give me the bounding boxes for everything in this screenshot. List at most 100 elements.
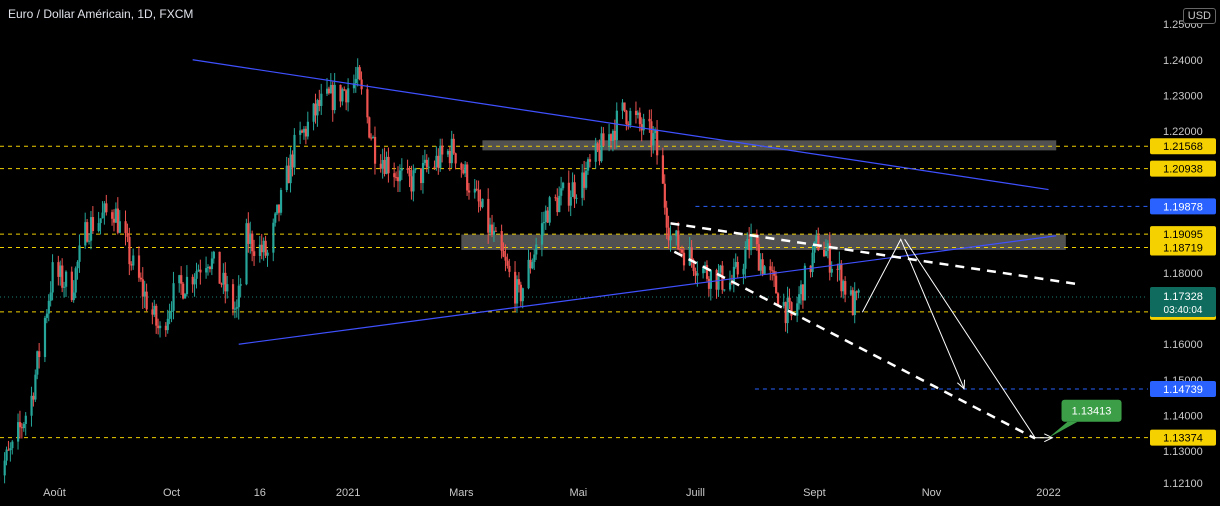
- candle-body: [838, 263, 841, 270]
- candle-body: [548, 197, 551, 223]
- candle-body: [20, 427, 24, 429]
- candle-body: [748, 239, 751, 251]
- candle-body: [696, 273, 699, 276]
- candle-body: [153, 305, 156, 315]
- candle-body: [11, 441, 14, 449]
- candle-body: [690, 247, 693, 260]
- candle-body: [195, 271, 198, 279]
- candle-body: [320, 93, 323, 106]
- candle-body: [801, 284, 805, 301]
- candle-body: [826, 243, 830, 251]
- callout-box: [1061, 399, 1122, 422]
- candle-body: [567, 182, 570, 206]
- candle-body: [360, 79, 363, 90]
- candle-body: [487, 198, 490, 233]
- candle-body: [36, 351, 39, 375]
- candle-body: [437, 155, 440, 168]
- candle-body: [247, 223, 250, 244]
- candle-body: [249, 233, 252, 244]
- candle-body: [264, 240, 267, 256]
- candle-body: [49, 292, 52, 301]
- candle-body: [681, 249, 684, 253]
- candle-body: [159, 325, 162, 329]
- candle-body: [224, 272, 227, 292]
- price-labels: 1.13413 1.21568 1.20938 1.19878 1.19095 1.187…: [1048, 138, 1216, 446]
- candle-body: [291, 154, 294, 168]
- candle-body: [558, 195, 561, 213]
- candle-body: [562, 182, 565, 189]
- candle-body: [600, 133, 603, 162]
- current-price-tag: [1150, 287, 1216, 318]
- candle-body: [786, 297, 789, 324]
- candle-body: [857, 290, 860, 293]
- callout-label: 1.13413: [1072, 406, 1112, 418]
- candle-body: [34, 374, 37, 400]
- candle-body: [790, 302, 793, 316]
- candle-body: [235, 307, 238, 309]
- level-price-text: 1.14739: [1163, 384, 1203, 396]
- level-price-tag: [1150, 160, 1216, 177]
- level-price-text: 1.20938: [1163, 164, 1203, 176]
- candle-body: [182, 283, 185, 299]
- level-price-tag: [1150, 239, 1216, 256]
- candle-body: [439, 145, 442, 168]
- level-price-text: 1.13374: [1163, 433, 1203, 445]
- candle-body: [629, 110, 632, 126]
- candle-body: [473, 188, 476, 193]
- candle-body: [719, 265, 722, 273]
- candle-body: [602, 133, 605, 146]
- candle-body: [408, 170, 411, 177]
- candle-body: [771, 270, 774, 272]
- candle-body: [272, 222, 275, 253]
- candle-body: [316, 100, 319, 116]
- x-tick-label: Oct: [163, 487, 180, 499]
- candle-body: [596, 143, 599, 150]
- candle-body: [475, 188, 478, 190]
- candle-body: [137, 255, 141, 278]
- callout-pointer: [1048, 421, 1078, 438]
- candle-body: [613, 130, 617, 141]
- y-tick-label: 1.12100: [1163, 478, 1203, 490]
- candle-body: [715, 270, 718, 290]
- candle-body: [746, 239, 749, 250]
- level-price-tag: [1150, 226, 1216, 243]
- candle-body: [585, 170, 588, 188]
- candle-body: [648, 118, 651, 122]
- level-price-tag: [1150, 429, 1216, 446]
- candle-body: [222, 272, 225, 285]
- candle-body: [88, 240, 91, 242]
- candle-body: [304, 128, 308, 137]
- candle-body: [164, 325, 167, 331]
- candle-body: [542, 222, 546, 224]
- candle-body: [116, 208, 120, 233]
- dashed-trendline: [670, 222, 1076, 286]
- candle-body: [63, 286, 66, 288]
- candle-body: [260, 244, 263, 253]
- candle-body: [844, 281, 847, 295]
- currency-button[interactable]: USD: [1182, 8, 1216, 24]
- candle-body: [220, 283, 223, 285]
- level-price-text: 1.19878: [1163, 201, 1203, 213]
- candle-body: [274, 213, 277, 223]
- candle-body: [412, 170, 415, 192]
- candle-body: [853, 291, 856, 316]
- candle-body: [237, 285, 240, 308]
- candle-body: [183, 294, 187, 299]
- candle-body: [126, 233, 129, 237]
- candle-body: [448, 150, 452, 164]
- candle-body: [124, 221, 127, 234]
- candle-body: [84, 222, 87, 246]
- trendline: [238, 235, 1057, 345]
- candle-body: [99, 218, 102, 224]
- candle-body: [393, 173, 396, 178]
- candle-body: [331, 84, 334, 111]
- x-tick-label: Nov: [922, 487, 942, 499]
- chart-title: Euro / Dollar Américain, 1D, FXCM: [8, 7, 194, 21]
- candle-body: [207, 266, 210, 269]
- candle-body: [299, 130, 302, 135]
- candle-body: [118, 221, 121, 233]
- candle-body: [427, 166, 430, 168]
- candle-body: [262, 240, 265, 253]
- candle-body: [354, 78, 357, 84]
